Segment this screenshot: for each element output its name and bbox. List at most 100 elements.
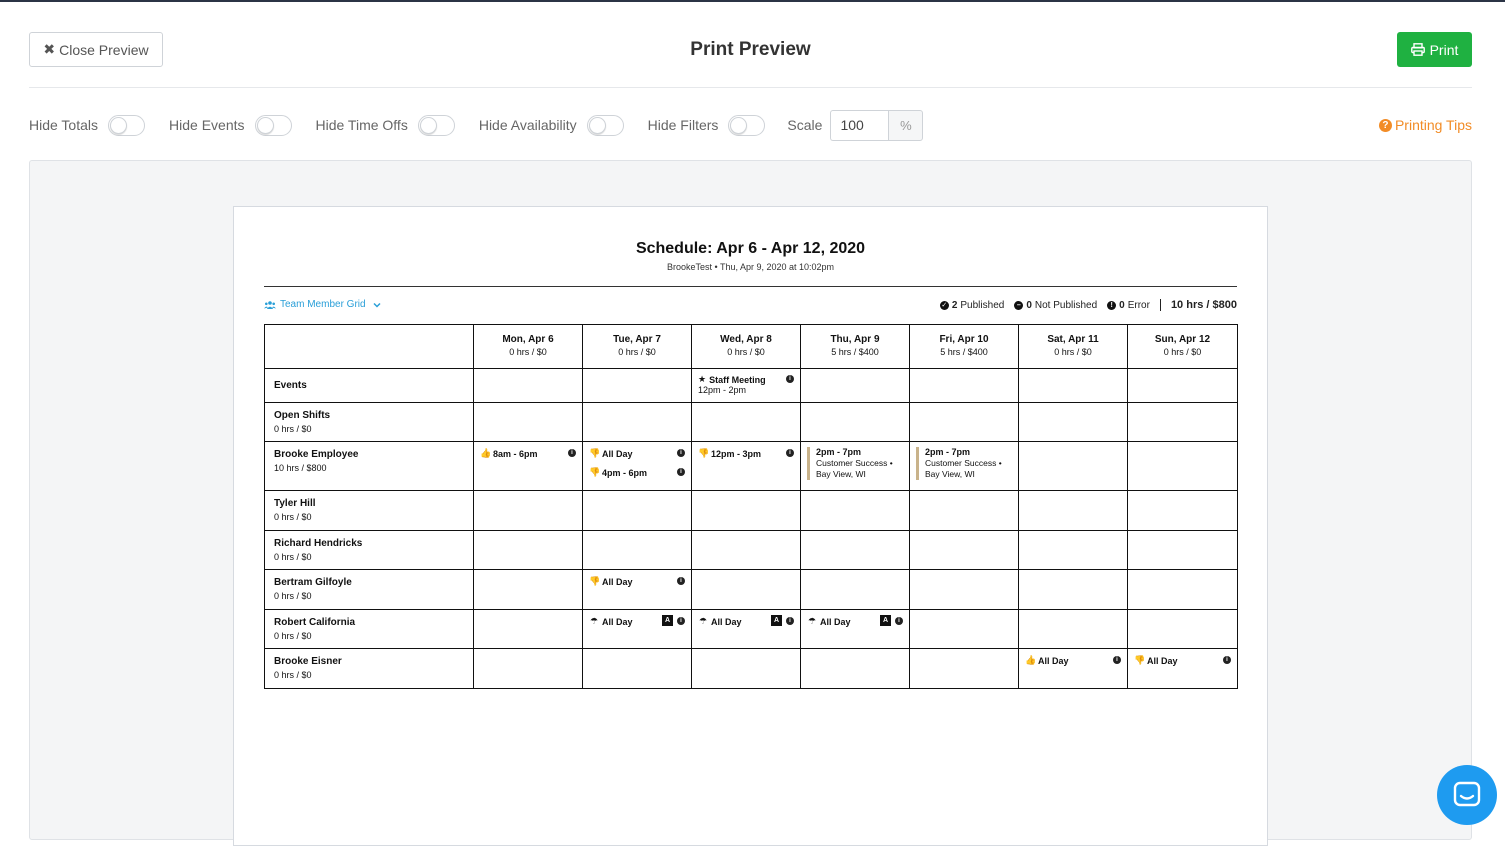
print-button[interactable]: Print (1397, 32, 1472, 67)
availability-item[interactable]: 👍 8am - 6pm i (480, 447, 576, 460)
grid-cell[interactable]: ★ Staff Meeting 12pm - 2pm i (691, 368, 801, 403)
grid-cell[interactable] (473, 648, 583, 689)
grid-cell[interactable] (1018, 402, 1128, 442)
grid-cell[interactable] (1127, 368, 1238, 403)
hide-time-offs-switch[interactable] (417, 114, 455, 136)
grid-cell[interactable]: 👍 8am - 6pm i (473, 441, 583, 491)
grid-cell[interactable] (473, 402, 583, 442)
grid-cell[interactable] (909, 402, 1019, 442)
printing-tips-link[interactable]: ? Printing Tips (1378, 117, 1472, 133)
grid-cell[interactable]: 👍 All Day i (1018, 648, 1128, 689)
availability-item[interactable]: 👎 All Day i (1134, 654, 1231, 667)
grid-cell[interactable] (1018, 490, 1128, 531)
grid-cell[interactable] (582, 368, 692, 403)
grid-cell[interactable] (691, 530, 801, 570)
info-circle-icon[interactable]: i (1113, 656, 1121, 664)
brooke-eisner-row: Brooke Eisner 0 hrs / $0 👍 All Day i 👎 All D… (264, 648, 1238, 689)
info-circle-icon[interactable]: i (677, 449, 685, 457)
info-circle-icon[interactable]: i (1223, 656, 1231, 664)
shift-time: 2pm - 7pm (816, 447, 862, 457)
grid-cell[interactable] (691, 569, 801, 610)
grid-cell[interactable] (1127, 441, 1238, 491)
grid-cell[interactable]: 👎 All Day i (582, 569, 692, 610)
chat-launcher-button[interactable] (1437, 765, 1497, 825)
grid-cell[interactable] (582, 530, 692, 570)
availability-time: All Day (602, 448, 633, 459)
close-preview-button[interactable]: ✖ Close Preview (29, 32, 163, 67)
info-circle-icon[interactable]: i (677, 468, 685, 476)
shift-block[interactable]: 2pm - 7pm Customer Success • Bay View, WI (807, 447, 903, 480)
grid-cell[interactable] (800, 569, 910, 610)
shift-block[interactable]: 2pm - 7pm Customer Success • Bay View, WI (916, 447, 1012, 480)
hide-events-switch[interactable] (254, 114, 292, 136)
grid-cell[interactable]: 2pm - 7pm Customer Success • Bay View, WI (800, 441, 910, 491)
day-total: 0 hrs / $0 (509, 347, 547, 357)
hide-filters-switch[interactable] (728, 114, 766, 136)
row-total: 0 hrs / $0 (274, 670, 312, 680)
grid-cell[interactable]: 2pm - 7pm Customer Success • Bay View, WI (909, 441, 1019, 491)
grid-cell[interactable] (473, 609, 583, 649)
grid-cell[interactable]: 👎 12pm - 3pm i (691, 441, 801, 491)
grid-cell[interactable] (582, 648, 692, 689)
error-count: 0 (1119, 299, 1125, 311)
grid-cell[interactable] (909, 490, 1019, 531)
grid-cell[interactable] (1127, 530, 1238, 570)
grid-cell[interactable] (909, 530, 1019, 570)
grid-cell[interactable]: 👎 All Day i (1127, 648, 1238, 689)
grid-cell[interactable] (1127, 569, 1238, 610)
grid-cell[interactable] (800, 530, 910, 570)
question-circle-icon: ? (1378, 118, 1392, 132)
grid-cell[interactable] (691, 402, 801, 442)
info-circle-icon[interactable]: i (568, 449, 576, 457)
event-staff-meeting[interactable]: ★ Staff Meeting 12pm - 2pm i (698, 374, 794, 395)
grid-cell[interactable] (473, 530, 583, 570)
grid-cell[interactable] (582, 402, 692, 442)
info-circle-icon[interactable]: i (786, 375, 794, 383)
grid-cell[interactable] (909, 648, 1019, 689)
info-circle-icon[interactable]: i (895, 617, 903, 625)
availability-item[interactable]: 👎 12pm - 3pm i (698, 447, 794, 460)
grid-cell[interactable] (1018, 609, 1128, 649)
grid-cell[interactable] (909, 609, 1019, 649)
availability-item[interactable]: 👎 4pm - 6pm i (589, 466, 685, 479)
grid-cell[interactable] (1127, 609, 1238, 649)
grid-cell[interactable] (1127, 402, 1238, 442)
info-circle-icon[interactable]: i (677, 577, 685, 585)
hide-availability-switch[interactable] (586, 114, 624, 136)
scale-label: Scale (787, 117, 823, 133)
grid-cell[interactable] (800, 368, 910, 403)
grid-cell[interactable] (1018, 569, 1128, 610)
scale-input[interactable]: 100 (830, 109, 889, 141)
grid-cell[interactable] (691, 490, 801, 531)
grid-cell[interactable] (909, 368, 1019, 403)
info-circle-icon[interactable]: i (786, 449, 794, 457)
info-circle-icon[interactable]: i (786, 617, 794, 625)
grid-cell[interactable] (1018, 441, 1128, 491)
grid-cell[interactable] (691, 648, 801, 689)
switch-knob (588, 116, 606, 134)
availability-item[interactable]: 👎 All Day i (589, 447, 685, 460)
view-selector[interactable]: Team Member Grid (264, 299, 381, 310)
grid-cell[interactable] (473, 569, 583, 610)
hide-totals-switch[interactable] (108, 114, 146, 136)
grid-cell[interactable] (473, 368, 583, 403)
grid-cell[interactable] (473, 490, 583, 531)
grid-cell[interactable] (1127, 490, 1238, 531)
grid-cell[interactable] (800, 648, 910, 689)
grid-cell[interactable] (1018, 530, 1128, 570)
grid-cell[interactable] (800, 490, 910, 531)
grid-cell[interactable] (582, 490, 692, 531)
grid-cell[interactable] (1018, 368, 1128, 403)
availability-item[interactable]: 👍 All Day i (1025, 654, 1121, 667)
grid-cell[interactable] (800, 402, 910, 442)
grid-cell[interactable]: 👎 All Day i 👎 4pm - 6pm i (582, 441, 692, 491)
availability-item[interactable]: 👎 All Day i (589, 575, 685, 588)
info-circle-icon[interactable]: i (677, 617, 685, 625)
grid-cell[interactable] (909, 569, 1019, 610)
